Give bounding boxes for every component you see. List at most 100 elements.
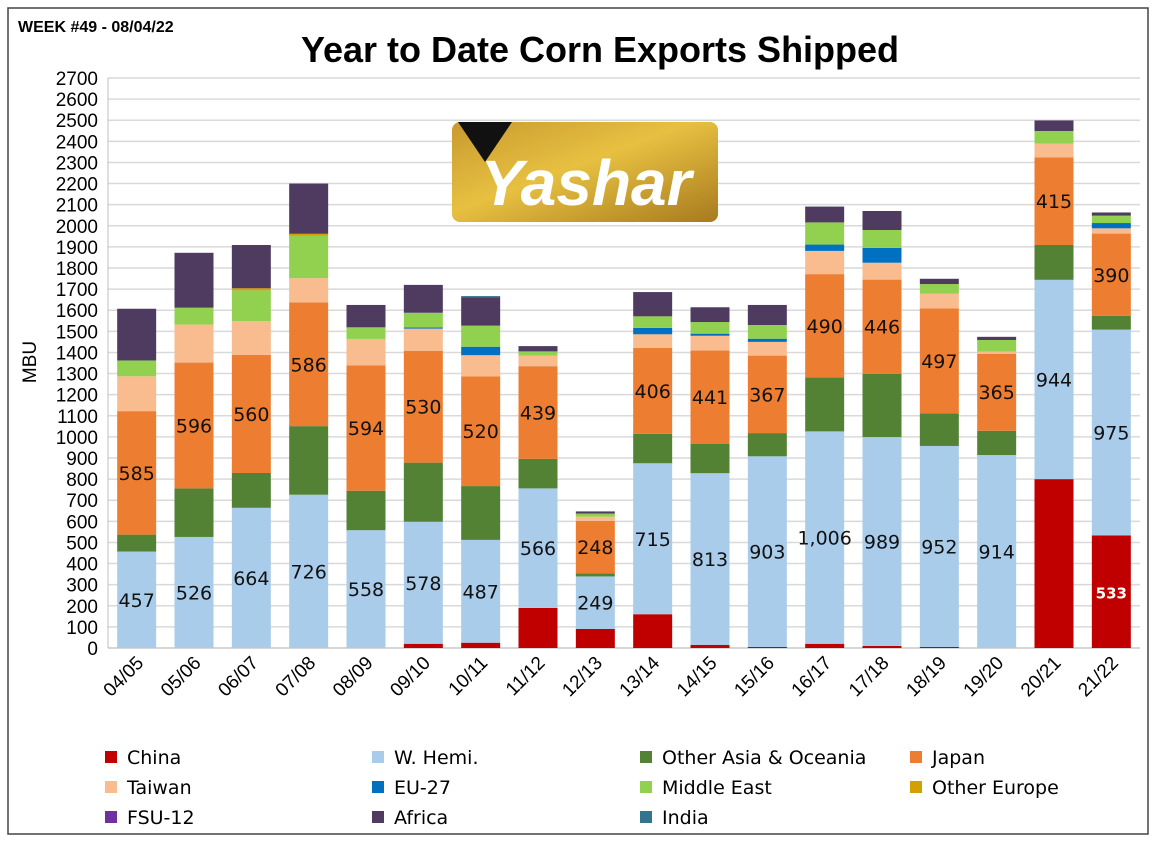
bar-stack-10-11: 487 520 <box>461 296 501 648</box>
bar-segment-africa <box>346 304 386 328</box>
data-label: 989 <box>864 531 900 553</box>
bar-segment-w-hemi- <box>289 494 329 648</box>
bar-segment-other-asia-oceania <box>231 472 271 508</box>
bar-segment-africa <box>174 252 214 308</box>
legend-label: Middle East <box>662 777 772 799</box>
data-label: 594 <box>348 418 384 440</box>
bar-segment-africa <box>747 304 787 325</box>
legend-swatch <box>910 781 922 793</box>
bar-segment-japan <box>1034 157 1074 245</box>
y-tick-label: 500 <box>66 533 98 554</box>
bar-stack-09-10: 578 530 <box>403 284 443 648</box>
bar-segment-taiwan <box>518 355 558 367</box>
bar-segment-other-asia-oceania <box>117 534 157 552</box>
bar-segment-middle-east <box>977 339 1017 352</box>
data-label: 441 <box>692 387 728 409</box>
data-label: 715 <box>635 529 671 551</box>
data-label: 566 <box>520 538 556 560</box>
data-label: 520 <box>463 421 499 443</box>
legend-label: Japan <box>931 747 985 769</box>
data-label: 578 <box>405 573 441 595</box>
data-label: 585 <box>119 463 155 485</box>
y-tick-label: 1700 <box>56 280 98 301</box>
y-tick-label: 1400 <box>56 343 98 364</box>
legend-label: Taiwan <box>126 777 192 799</box>
bar-segment-africa <box>518 346 558 352</box>
bar-segment-taiwan <box>289 278 329 303</box>
y-tick-label: 200 <box>66 597 98 618</box>
bar-segment-middle-east <box>805 222 845 245</box>
bar-segment-middle-east <box>633 316 673 328</box>
bar-segment-africa <box>403 284 443 313</box>
legend-swatch <box>372 751 384 763</box>
data-label: 530 <box>405 397 441 419</box>
legend-item-africa: Africa <box>372 807 448 829</box>
bar-segment-china <box>518 607 558 648</box>
bar-segment-middle-east <box>461 325 501 347</box>
data-label: 406 <box>635 381 671 403</box>
legend-label: China <box>127 747 181 769</box>
bar-stack-16-17: 1,006 490 <box>797 206 852 648</box>
bar-segment-china <box>575 629 615 648</box>
bar-segment-japan <box>174 362 214 489</box>
bar-segment-w-hemi- <box>231 507 271 648</box>
data-label: 533 <box>1096 585 1127 603</box>
bar-stack-08-09: 558 594 <box>346 304 386 648</box>
y-tick-label: 2200 <box>56 175 98 196</box>
bar-segment-africa <box>805 206 845 223</box>
bar-segment-africa <box>1034 120 1074 131</box>
y-tick-label: 900 <box>66 449 98 470</box>
legend-swatch <box>372 811 384 823</box>
legend-label: Other Europe <box>932 777 1059 799</box>
yashar-logo: Yashar <box>452 122 718 222</box>
bar-stack-04-05: 457 585 <box>117 308 157 648</box>
legend-item-japan: Japan <box>910 747 985 769</box>
data-label: 439 <box>520 403 556 425</box>
bar-segment-eu-27 <box>805 244 845 251</box>
bar-segment-w-hemi- <box>633 463 673 615</box>
bar-segment-japan <box>346 365 386 491</box>
bar-segment-africa <box>919 278 959 285</box>
bar-stack-20-21: 944 415 <box>1034 120 1074 648</box>
bar-segment-w-hemi- <box>1034 279 1074 480</box>
bar-segment-china <box>805 643 845 648</box>
data-label: 975 <box>1093 423 1129 445</box>
bar-segment-taiwan <box>461 355 501 377</box>
data-label: 415 <box>1036 191 1072 213</box>
bar-segment-other-asia-oceania <box>919 413 959 446</box>
bar-stack-17-18: 989 446 <box>862 211 902 648</box>
legend-swatch <box>372 781 384 793</box>
bar-segment-middle-east <box>1091 215 1131 224</box>
bar-segment-china <box>1091 535 1131 648</box>
data-label: 952 <box>921 536 957 558</box>
bar-segment-taiwan <box>231 320 271 355</box>
data-label: 944 <box>1036 369 1072 391</box>
bar-segment-africa <box>977 336 1017 340</box>
logo-text: Yashar <box>480 147 694 219</box>
legend-label: W. Hemi. <box>394 747 479 769</box>
legend-label: Other Asia & Oceania <box>662 747 866 769</box>
y-tick-label: 2300 <box>56 153 98 174</box>
y-tick-label: 1800 <box>56 259 98 280</box>
bar-segment-japan <box>289 302 329 427</box>
data-label: 365 <box>979 382 1015 404</box>
data-label: 526 <box>176 582 212 604</box>
bar-segment-eu-27 <box>403 327 443 329</box>
bar-segment-china <box>919 646 959 648</box>
bar-segment-taiwan <box>174 324 214 363</box>
bar-segment-other-asia-oceania <box>461 486 501 540</box>
legend-swatch <box>640 781 652 793</box>
legend-item-china: China <box>105 747 181 769</box>
legend-item-taiwan: Taiwan <box>105 777 192 799</box>
bar-segment-india <box>461 296 501 298</box>
bar-segment-w-hemi- <box>117 551 157 648</box>
bar-segment-middle-east <box>690 322 730 334</box>
bar-segment-china <box>1034 479 1074 648</box>
y-tick-label: 1200 <box>56 386 98 407</box>
bar-segment-other-asia-oceania <box>346 490 386 531</box>
y-axis-ticks: 0100200300400500600700800900100011001200… <box>56 69 98 660</box>
bar-segment-other-asia-oceania <box>633 433 673 464</box>
bar-segment-africa <box>633 292 673 317</box>
bar-segment-japan <box>231 354 271 473</box>
bar-segment-japan <box>518 366 558 459</box>
